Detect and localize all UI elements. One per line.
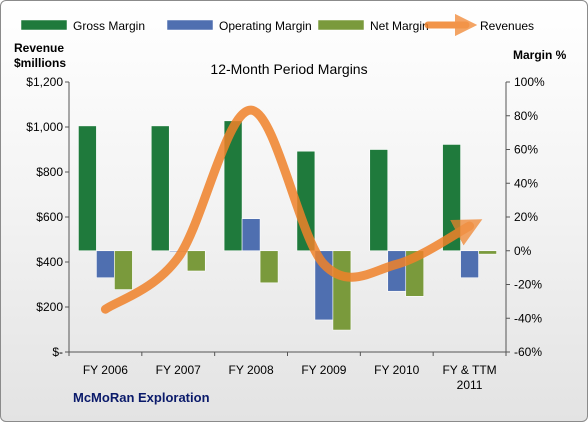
legend-swatch-operating-margin	[166, 19, 214, 31]
bar-operating-margin-4	[387, 250, 407, 292]
right-tick-label: 60%	[514, 143, 538, 157]
right-tick-label: -60%	[514, 345, 542, 359]
bar-net-margin-3	[332, 250, 352, 331]
left-tick-label: $1,000	[26, 120, 63, 134]
bar-gross-margin-0	[78, 125, 97, 252]
bar-gross-margin-1	[150, 125, 170, 252]
legend-label-revenues: Revenues	[480, 19, 534, 33]
left-tick-label: $400	[36, 255, 63, 269]
legend-swatch-net-margin	[317, 19, 365, 31]
bar-net-margin-0	[114, 250, 133, 290]
right-tick-label: 100%	[514, 75, 545, 89]
chart-title: 12-Month Period Margins	[210, 61, 367, 77]
bar-gross-margin-4	[369, 149, 389, 252]
x-tick-label: FY 2007	[156, 363, 201, 377]
legend-swatch-gross-margin	[20, 19, 68, 31]
x-tick-label: FY 2010	[374, 363, 419, 377]
left-tick-label: $800	[36, 165, 63, 179]
left-axis-label-line1: Revenue	[14, 41, 64, 55]
left-axis-label-line2: $millions	[14, 56, 66, 70]
right-tick-label: -40%	[514, 311, 542, 325]
legend-label-gross-margin: Gross Margin	[73, 19, 145, 33]
legend-label-operating-margin: Operating Margin	[219, 19, 312, 33]
x-tick-label: FY 2009	[301, 363, 346, 377]
revenues-line	[100, 105, 483, 314]
x-tick-label-line2: 2011	[457, 378, 483, 392]
x-tick-label: FY 2008	[229, 363, 274, 377]
left-tick-label: $200	[36, 300, 63, 314]
left-tick-label: $600	[36, 210, 63, 224]
bar-operating-margin-5	[460, 250, 479, 279]
right-tick-label: -20%	[514, 278, 542, 292]
left-tick-label: $-	[52, 345, 63, 359]
right-tick-label: 0%	[514, 244, 532, 258]
bar-net-margin-2	[259, 250, 279, 284]
bar-net-margin-5	[478, 250, 497, 255]
right-tick-label: 20%	[514, 210, 538, 224]
x-tick-label: FY 2006	[83, 363, 128, 377]
footer-label: McMoRan Exploration	[73, 390, 210, 405]
right-axis-label: Margin %	[513, 48, 567, 62]
plot-area: $1,200 $1,000 $800 $600 $400 $200 $- 100% 80% 60%…	[26, 75, 545, 392]
legend-label-net-margin: Net Margin	[370, 19, 429, 33]
right-tick-label: 40%	[514, 176, 538, 190]
right-tick-label: 80%	[514, 109, 538, 123]
left-tick-label: $1,200	[26, 75, 63, 89]
bar-operating-margin-2	[241, 218, 261, 252]
legend: Gross Margin Operating Margin Net Margin Re…	[20, 13, 534, 37]
x-tick-label: FY & TTM	[442, 363, 496, 377]
bar-operating-margin-0	[96, 250, 115, 279]
bar-net-margin-1	[186, 250, 206, 272]
